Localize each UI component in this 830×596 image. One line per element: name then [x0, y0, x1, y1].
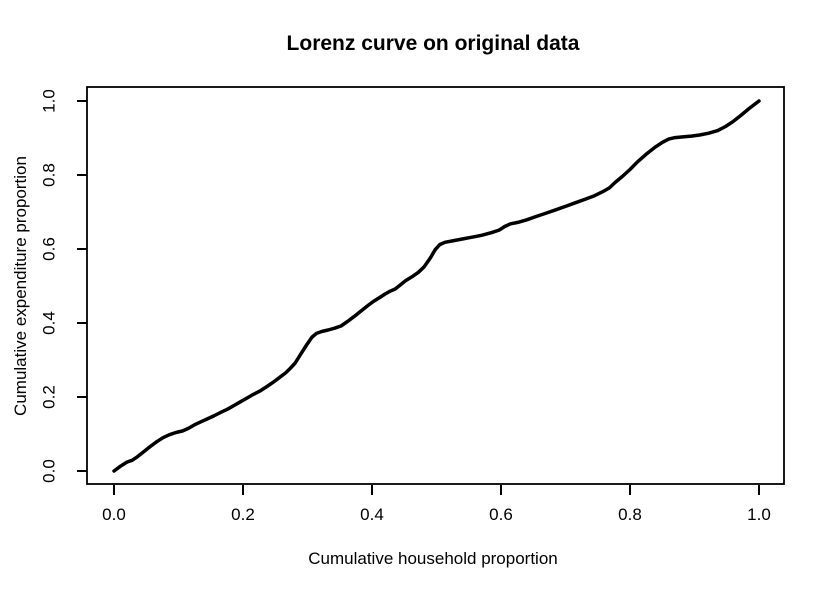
chart-title: Lorenz curve on original data	[287, 32, 580, 55]
y-tick-label: 0.2	[40, 385, 59, 409]
x-tick-label: 0.6	[489, 505, 513, 524]
y-axis-title: Cumulative expenditure proportion	[11, 156, 30, 416]
y-tick-label: 1.0	[40, 89, 59, 113]
x-tick-label: 1.0	[747, 505, 771, 524]
y-axis-ticks: 0.0 0.2 0.4 0.6 0.8 1.0	[40, 89, 87, 483]
y-tick-label: 0.4	[40, 311, 59, 335]
x-axis-title: Cumulative household proportion	[308, 549, 558, 568]
x-tick-label: 0.2	[231, 505, 255, 524]
x-tick-label: 0.0	[102, 505, 126, 524]
y-tick-label: 0.8	[40, 163, 59, 187]
x-tick-label: 0.4	[360, 505, 384, 524]
x-tick-label: 0.8	[618, 505, 642, 524]
y-tick-label: 0.0	[40, 459, 59, 483]
lorenz-curve-line	[112, 99, 761, 473]
x-axis-ticks: 0.0 0.2 0.4 0.6 0.8 1.0	[102, 485, 771, 524]
y-tick-label: 0.6	[40, 237, 59, 261]
plot-frame	[86, 86, 785, 485]
